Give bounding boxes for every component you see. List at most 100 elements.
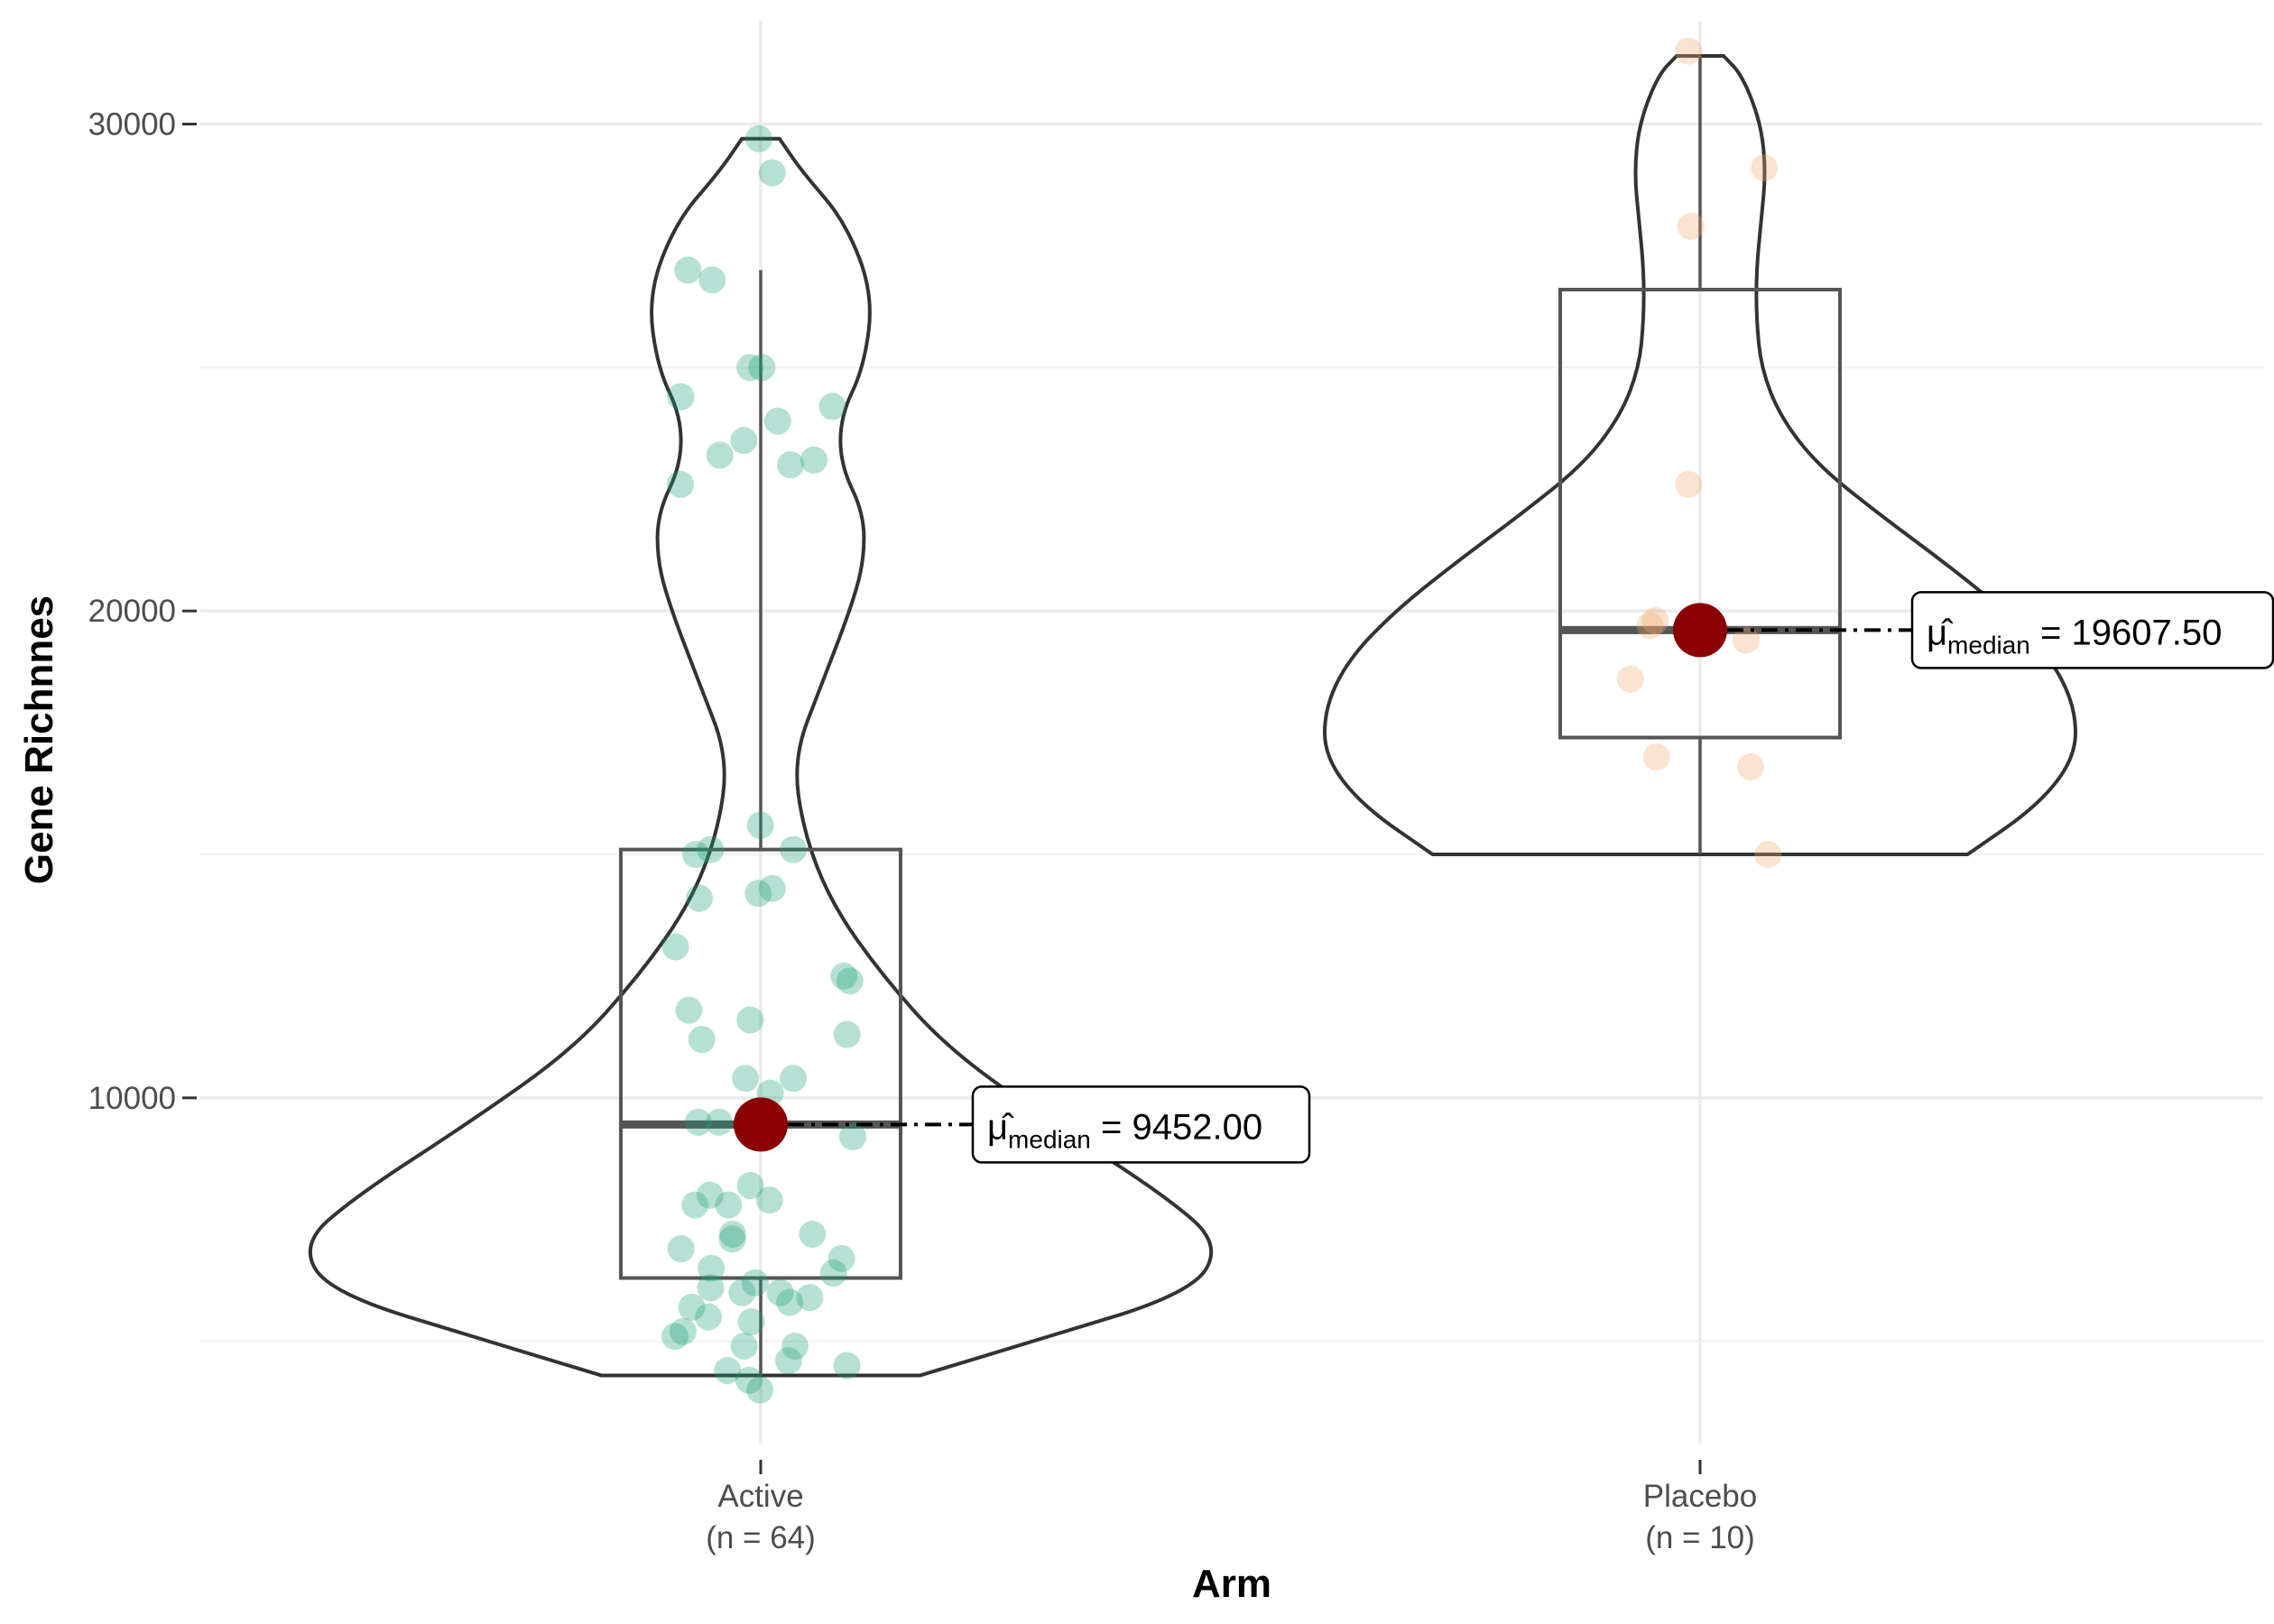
point-active-20 [686,884,714,912]
point-active-32 [684,1108,712,1136]
point-placebo-8 [1642,743,1670,771]
point-active-24 [675,996,703,1024]
point-active-59 [774,1347,802,1375]
point-active-21 [661,933,689,961]
point-active-55 [669,1317,697,1345]
point-active-25 [736,1006,764,1034]
point-active-38 [681,1191,709,1219]
y-tick-label-20000: 20000 [88,594,176,629]
x-tick-label-active: Active [717,1479,803,1514]
label-stat-placebo: median [1947,631,2030,659]
point-active-7 [818,392,846,420]
point-placebo-0 [1675,37,1703,65]
point-placebo-6 [1733,626,1761,654]
violins [308,53,2078,1378]
y-tick-label-30000: 30000 [88,107,176,143]
x-tick-n-label-placebo: (n = 10) [1645,1520,1755,1555]
point-placebo-10 [1754,841,1782,869]
point-active-5 [748,354,776,382]
point-active-11 [800,446,828,474]
point-active-19 [744,880,772,908]
label-value-placebo: = 19607.50 [2030,613,2222,652]
box-active [619,847,902,1280]
label-box-placebo [1910,591,2274,669]
boxplots [619,55,1842,1376]
point-active-61 [714,1357,742,1385]
point-active-36 [755,1186,783,1214]
point-active-63 [746,1376,774,1404]
point-active-31 [705,1108,733,1136]
point-active-53 [695,1303,723,1331]
point-active-17 [682,841,710,869]
x-tick-label-placebo: Placebo [1643,1479,1757,1514]
point-active-44 [698,1254,726,1282]
label-stat-active: median [1008,1125,1091,1153]
point-active-0 [744,125,772,152]
point-active-35 [696,1181,724,1209]
point-active-34 [736,1171,764,1199]
point-active-49 [728,1278,756,1306]
point-active-47 [697,1274,725,1302]
point-active-57 [730,1333,758,1361]
point-active-1 [758,159,786,187]
point-active-54 [737,1308,765,1336]
point-active-33 [838,1123,866,1151]
point-active-45 [819,1260,847,1287]
point-active-52 [678,1293,706,1321]
violin-active [308,136,1214,1378]
point-active-39 [799,1220,827,1248]
median-point-active [734,1097,788,1152]
x-axis: Active (n = 64) Placebo (n = 10) [706,1460,1757,1555]
median-point-placebo [1673,603,1727,658]
box-placebo [1558,288,1842,740]
point-active-4 [736,354,764,382]
point-active-27 [688,1026,716,1054]
point-placebo-2 [1677,212,1705,240]
x-tick-n-label-active: (n = 64) [706,1520,816,1555]
y-axis: 10000 20000 30000 [88,107,197,1116]
point-active-62 [735,1366,763,1394]
point-active-30 [780,1065,808,1093]
point-active-46 [741,1269,769,1296]
point-active-51 [776,1288,804,1316]
label-text-active: μ̂median = 9452.00 [987,1107,1262,1153]
label-box-active [971,1085,1311,1164]
data-points [661,37,1782,1404]
point-placebo-9 [1736,752,1764,780]
median-markers: μ̂median = 9452.00 μ̂median = 19607.50 [734,591,2274,1164]
x-axis-title: Arm [1192,1562,1271,1606]
point-placebo-7 [1616,665,1644,693]
point-active-9 [730,427,758,455]
point-active-43 [827,1244,855,1272]
point-placebo-5 [1636,612,1664,640]
point-placebo-3 [1675,470,1703,498]
point-active-50 [796,1284,824,1312]
point-active-26 [833,1020,861,1048]
point-active-40 [718,1220,746,1248]
point-placebo-4 [1641,606,1669,634]
point-active-3 [698,266,726,294]
point-active-14 [746,811,774,839]
point-active-42 [667,1235,695,1263]
point-active-15 [697,835,725,863]
point-active-2 [674,256,702,284]
point-active-13 [667,470,695,498]
point-active-37 [715,1191,743,1219]
y-axis-title: Gene Richnnes [17,595,61,884]
y-tick-label-10000: 10000 [88,1081,176,1116]
point-active-23 [836,967,864,995]
point-active-22 [830,962,858,990]
grid-lines [200,21,2263,1444]
point-active-6 [667,383,695,411]
point-active-28 [732,1065,760,1093]
point-active-56 [661,1323,689,1351]
label-text-placebo: μ̂median = 19607.50 [1927,613,2222,659]
label-value-active: = 9452.00 [1091,1107,1262,1147]
point-active-16 [780,835,808,863]
point-active-18 [758,874,786,902]
point-active-58 [781,1333,809,1361]
point-placebo-1 [1751,154,1779,182]
point-active-60 [833,1352,861,1379]
point-active-10 [706,441,734,469]
point-active-12 [777,451,805,479]
